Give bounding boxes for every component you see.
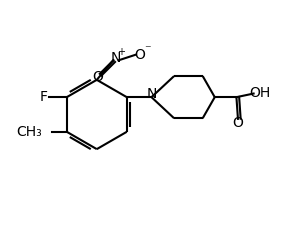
Text: ⁻: ⁻ — [144, 43, 150, 56]
Text: O: O — [134, 48, 145, 62]
Text: N: N — [111, 51, 121, 65]
Text: CH₃: CH₃ — [16, 125, 42, 139]
Text: O: O — [233, 116, 243, 130]
Text: +: + — [117, 47, 125, 57]
Text: O: O — [92, 70, 103, 84]
Text: OH: OH — [250, 86, 271, 100]
Text: N: N — [146, 87, 157, 100]
Text: F: F — [40, 90, 48, 104]
